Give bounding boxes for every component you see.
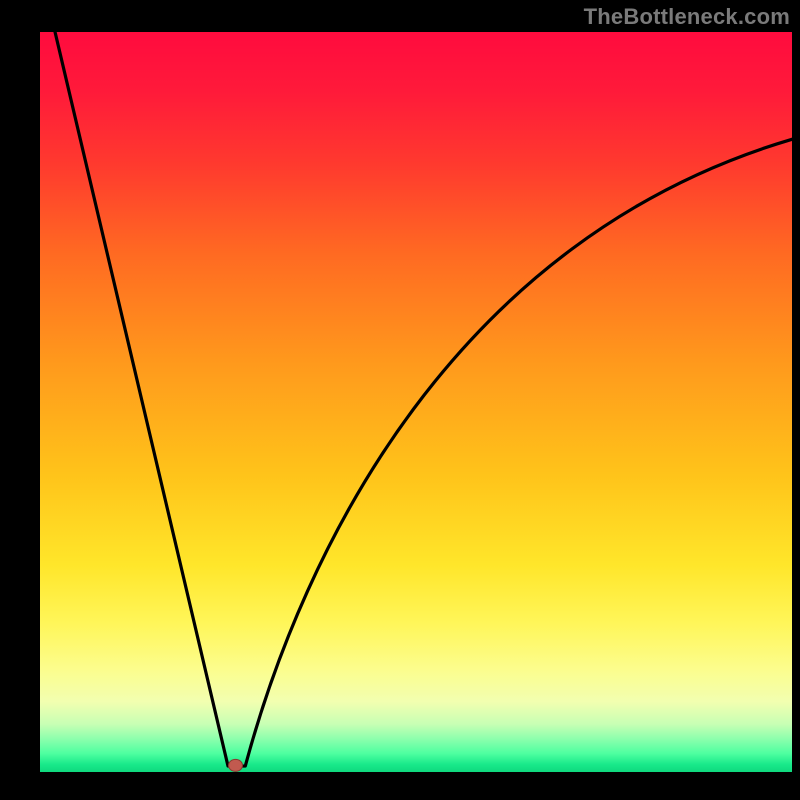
chart-svg xyxy=(40,32,792,772)
plot-area xyxy=(40,32,792,772)
gradient-background xyxy=(40,32,792,772)
optimal-point-marker xyxy=(229,759,243,771)
chart-frame: TheBottleneck.com xyxy=(0,0,800,800)
watermark-text: TheBottleneck.com xyxy=(584,4,790,30)
